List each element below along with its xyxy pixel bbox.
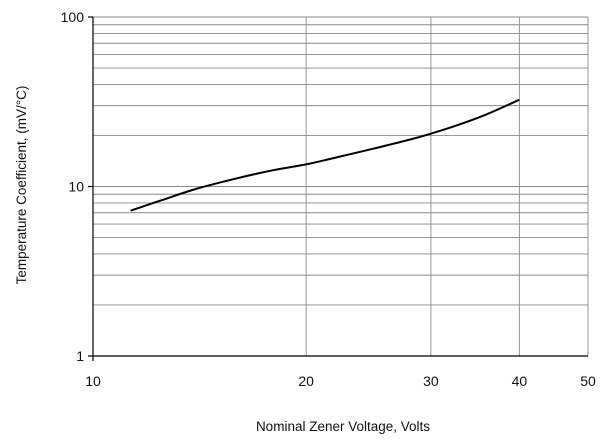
x-tick-label: 40 [512, 373, 528, 389]
y-tick-label: 100 [61, 9, 85, 25]
x-axis-label: Nominal Zener Voltage, Volts [256, 419, 430, 434]
x-tick-label: 10 [85, 373, 101, 389]
x-tick-labels: 10 20 30 40 50 [85, 373, 596, 389]
x-tick-label: 50 [580, 373, 596, 389]
x-tick-label: 30 [423, 373, 439, 389]
series-line [130, 98, 520, 212]
grid [92, 16, 589, 357]
series-layer [130, 98, 520, 212]
y-tick-label: 1 [76, 348, 84, 364]
plot-frame [88, 16, 588, 361]
y-tick-label: 10 [68, 179, 84, 195]
y-tick-labels: 1 10 100 [61, 9, 85, 364]
x-tick-label: 20 [298, 373, 314, 389]
y-axis-label: Temperature Coefficient, (mV/°C) [14, 86, 29, 285]
